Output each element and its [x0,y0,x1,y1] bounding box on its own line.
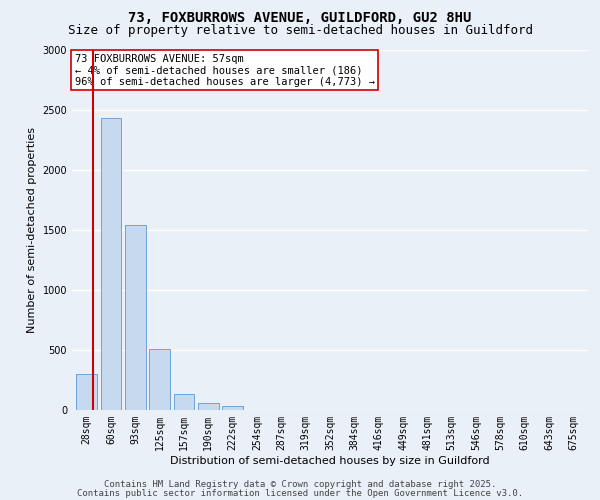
Text: 73, FOXBURROWS AVENUE, GUILDFORD, GU2 8HU: 73, FOXBURROWS AVENUE, GUILDFORD, GU2 8H… [128,11,472,25]
Y-axis label: Number of semi-detached properties: Number of semi-detached properties [27,127,37,333]
Bar [149,349,170,410]
Bar [173,394,194,410]
Text: 73 FOXBURROWS AVENUE: 57sqm
← 4% of semi-detached houses are smaller (186)
96% o: 73 FOXBURROWS AVENUE: 57sqm ← 4% of semi… [74,54,374,87]
Bar [125,225,146,410]
X-axis label: Distribution of semi-detached houses by size in Guildford: Distribution of semi-detached houses by … [170,456,490,466]
Bar [101,118,121,410]
Bar [222,406,243,410]
Text: Contains public sector information licensed under the Open Government Licence v3: Contains public sector information licen… [77,490,523,498]
Text: Size of property relative to semi-detached houses in Guildford: Size of property relative to semi-detach… [67,24,533,37]
Text: Contains HM Land Registry data © Crown copyright and database right 2025.: Contains HM Land Registry data © Crown c… [104,480,496,489]
Bar [76,374,97,410]
Bar [198,403,218,410]
